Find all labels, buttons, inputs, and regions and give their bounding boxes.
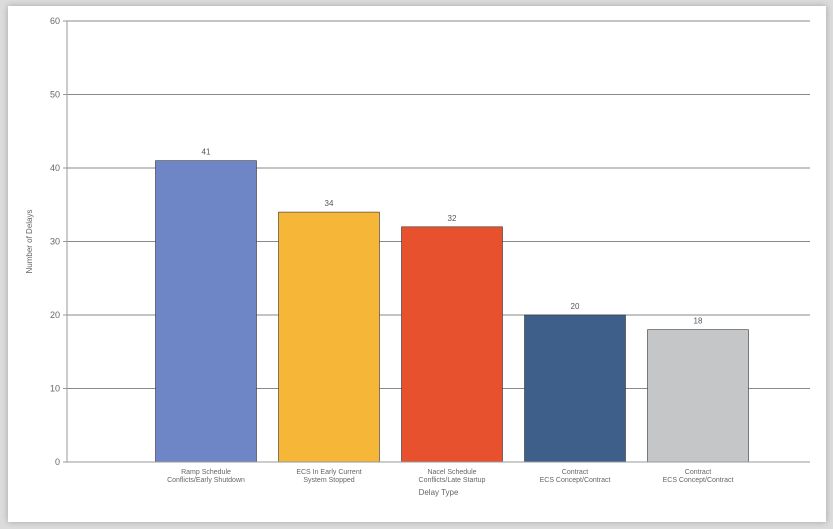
y-tick-label: 60 — [50, 16, 60, 26]
chart-frame: 0 10 20 30 40 50 60 41 34 32 20 18 Ramp Schedule Co… — [8, 6, 826, 522]
bar — [524, 314, 626, 463]
value-labels: 41 34 32 20 18 — [202, 148, 703, 326]
x-category-label: Contract — [685, 469, 712, 476]
y-tick-label: 40 — [50, 163, 60, 173]
y-axis-title: Number of Delays — [25, 209, 34, 273]
bar — [278, 211, 380, 463]
y-axis-ticks: 0 10 20 30 40 50 60 — [50, 16, 67, 467]
x-category-label: ECS In Early Current — [296, 469, 361, 476]
y-tick-label: 20 — [50, 310, 60, 320]
bar — [401, 226, 503, 463]
bars — [155, 160, 749, 463]
x-category-label: ECS Concept/Contract — [540, 477, 611, 484]
bar — [647, 329, 749, 463]
bar-value-label: 18 — [694, 317, 703, 326]
y-tick-label: 10 — [50, 384, 60, 394]
bar-value-label: 41 — [202, 148, 211, 157]
bar — [155, 160, 257, 463]
y-tick-label: 30 — [50, 237, 60, 247]
x-category-label: ECS Concept/Contract — [663, 477, 734, 484]
x-category-label: Conflicts/Late Startup — [419, 477, 486, 484]
x-category-label: Nacel Schedule — [427, 469, 476, 476]
x-category-label: System Stopped — [303, 477, 354, 484]
x-category-label: Contract — [562, 469, 589, 476]
x-axis-title: Delay Type — [419, 488, 459, 497]
x-category-label: Conflicts/Early Shutdown — [167, 477, 245, 484]
y-tick-label: 50 — [50, 90, 60, 100]
bar-value-label: 34 — [325, 199, 334, 208]
y-tick-label: 0 — [55, 457, 60, 467]
x-category-label: Ramp Schedule — [181, 469, 231, 476]
bar-value-label: 32 — [448, 214, 457, 223]
bar-value-label: 20 — [571, 302, 580, 311]
